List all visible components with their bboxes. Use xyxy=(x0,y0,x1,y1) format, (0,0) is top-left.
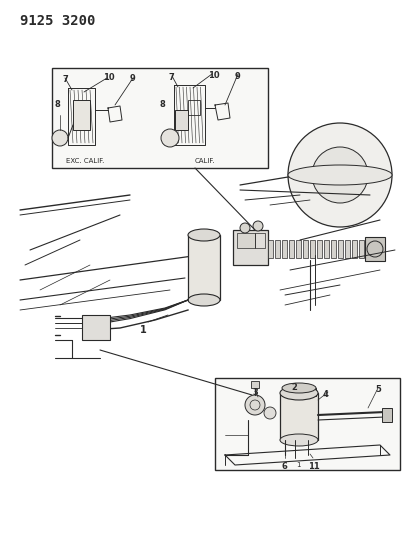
Bar xyxy=(324,240,329,258)
Circle shape xyxy=(312,147,368,203)
Bar xyxy=(52,68,268,168)
Circle shape xyxy=(253,221,263,231)
Text: 7: 7 xyxy=(62,75,68,84)
Ellipse shape xyxy=(280,386,318,400)
Bar xyxy=(268,240,273,258)
Bar xyxy=(188,235,220,300)
Circle shape xyxy=(161,129,179,147)
Ellipse shape xyxy=(282,383,316,393)
Bar xyxy=(233,230,268,265)
Bar xyxy=(282,240,287,258)
Text: 8: 8 xyxy=(159,100,165,109)
Bar xyxy=(73,100,90,130)
Bar xyxy=(237,233,255,248)
Circle shape xyxy=(288,123,392,227)
Text: 8: 8 xyxy=(54,100,60,109)
Text: 9: 9 xyxy=(235,72,241,81)
Text: 2: 2 xyxy=(291,383,297,392)
Circle shape xyxy=(264,407,276,419)
Bar xyxy=(352,240,357,258)
Bar xyxy=(82,315,110,340)
Text: 5: 5 xyxy=(375,385,381,394)
Bar xyxy=(296,240,301,258)
Bar xyxy=(317,240,322,258)
Bar xyxy=(365,237,385,261)
Circle shape xyxy=(240,223,250,233)
Bar xyxy=(338,240,343,258)
Text: 6: 6 xyxy=(281,462,287,471)
Text: 7: 7 xyxy=(168,73,174,82)
Text: CALIF.: CALIF. xyxy=(195,158,215,164)
Text: 4: 4 xyxy=(323,390,329,399)
Bar xyxy=(175,110,188,130)
Text: 9: 9 xyxy=(130,74,136,83)
Bar xyxy=(188,100,200,115)
Bar xyxy=(280,393,318,440)
Ellipse shape xyxy=(188,229,220,241)
Text: 9125 3200: 9125 3200 xyxy=(20,14,95,28)
Bar xyxy=(303,240,308,258)
Bar xyxy=(282,388,316,396)
Circle shape xyxy=(245,395,265,415)
Circle shape xyxy=(52,130,68,146)
Bar xyxy=(359,240,364,258)
Ellipse shape xyxy=(188,294,220,306)
Text: 10: 10 xyxy=(103,73,115,82)
Ellipse shape xyxy=(280,434,318,446)
Bar xyxy=(215,378,400,470)
Bar xyxy=(289,240,294,258)
Text: 11: 11 xyxy=(308,462,320,471)
Bar xyxy=(251,381,259,388)
Text: 1: 1 xyxy=(296,462,300,468)
Text: 3: 3 xyxy=(252,388,258,397)
Bar xyxy=(275,240,280,258)
Bar xyxy=(331,240,336,258)
Text: 1: 1 xyxy=(140,325,147,335)
Text: EXC. CALIF.: EXC. CALIF. xyxy=(66,158,104,164)
Text: 10: 10 xyxy=(208,71,219,80)
Bar xyxy=(255,233,265,248)
Bar xyxy=(310,240,315,258)
Bar xyxy=(345,240,350,258)
Ellipse shape xyxy=(288,165,392,185)
Bar xyxy=(382,408,392,422)
